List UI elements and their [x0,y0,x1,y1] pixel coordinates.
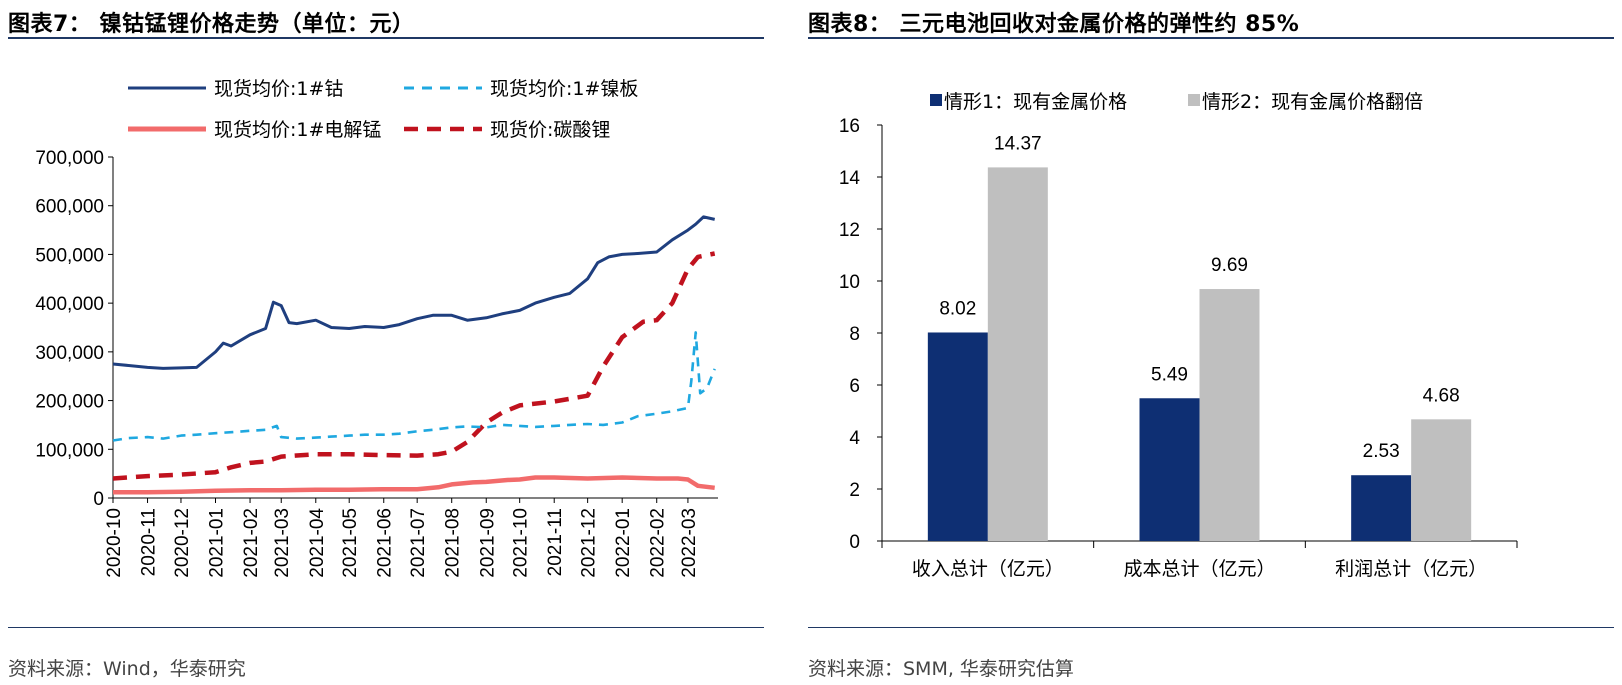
bar-y-tick-label: 16 [839,116,860,137]
left-title-rule [8,37,764,39]
line-y-tick-label: 700,000 [35,148,104,169]
bar-0-1 [1139,398,1200,541]
bar-y-tick-label: 0 [849,532,860,553]
line-x-tick-label: 2021-04 [307,508,328,578]
line-y-tick-label: 400,000 [35,294,104,315]
bar-1-1 [1199,289,1260,541]
series-line-3 [112,251,716,481]
line-x-tick-label: 2021-06 [375,508,396,578]
legend-label-3: 现货价:碳酸锂 [490,119,610,141]
bar-y-tick-label: 6 [849,376,860,397]
right-panel-title: 图表8： 三元电池回收对金属价格的弹性约 85% [808,12,1300,37]
line-x-tick-label: 2021-11 [545,508,566,576]
legend-label-1: 现货均价:1#镍板 [490,78,638,100]
bar-y-tick-label: 2 [849,480,860,501]
line-y-tick-label: 600,000 [35,197,104,218]
bar-legend-swatch-1 [1188,94,1200,106]
line-x-tick-label: 2022-03 [679,508,700,578]
bar-value-label: 8.02 [939,298,976,319]
line-x-tick-label: 2020-11 [139,508,160,576]
recycling-elasticity-bar-chart: 0 2 4 6 8 10 12 14 16 收入总计（亿元） 8.02 14.37 成本总计（亿元） 5.… [839,91,1518,580]
bar-legend-label-1: 情形2：现有金属价格翻倍 [1202,91,1423,113]
bar-category-label: 成本总计（亿元） [1123,558,1275,580]
line-x-tick-label: 2021-01 [207,508,228,578]
line-x-tick-label: 2021-07 [408,508,429,578]
bar-1-2 [1411,419,1472,541]
line-y-tick-label: 0 [93,489,104,510]
line-x-tick-label: 2020-12 [172,508,193,578]
bar-y-tick-label: 14 [839,168,861,189]
line-y-tick-label: 300,000 [35,343,104,364]
series-line-2 [113,475,715,495]
right-source-rule [808,627,1614,628]
right-title-rule [808,37,1614,39]
line-x-tick-label: 2021-05 [340,508,361,578]
price-trend-line-chart: 0 100,000 200,000 300,000 400,000 500,000 600,… [35,78,718,578]
line-x-tick-label: 2021-08 [443,508,464,578]
bar-category-label: 利润总计（亿元） [1335,558,1487,580]
line-x-tick-label: 2021-09 [477,508,498,578]
bar-y-tick-label: 10 [839,272,860,293]
bar-y-tick-label: 8 [849,324,860,345]
bar-value-label: 2.53 [1363,441,1400,462]
line-x-tick-label: 2021-03 [272,508,293,578]
line-x-tick-label: 2021-12 [579,508,600,578]
line-x-tick-label: 2020-10 [104,508,125,578]
line-y-tick-label: 500,000 [35,245,104,266]
line-x-tick-label: 2022-02 [648,508,669,578]
left-source-rule [8,627,764,628]
bar-y-tick-label: 12 [839,220,860,241]
bar-y-tick-label: 4 [849,428,860,449]
line-x-tick-label: 2022-01 [613,508,634,578]
bar-legend-label-0: 情形1：现有金属价格 [944,91,1127,113]
line-x-tick-label: 2021-02 [241,508,262,578]
line-x-tick-label: 2021-10 [511,508,532,578]
left-source-note: 资料来源：Wind，华泰研究 [8,658,246,680]
bar-legend-swatch-0 [930,94,942,106]
bar-value-label: 5.49 [1151,364,1188,385]
bar-category-label: 收入总计（亿元） [912,558,1064,580]
legend-label-0: 现货均价:1#钴 [214,78,343,100]
bar-value-label: 9.69 [1211,255,1248,276]
bar-0-2 [1351,475,1412,541]
bar-value-label: 14.37 [994,133,1042,154]
series-line-1 [112,331,716,442]
line-y-tick-label: 200,000 [35,392,104,413]
bar-value-label: 4.68 [1423,385,1460,406]
series-line-0 [112,215,716,370]
right-source-note: 资料来源：SMM, 华泰研究估算 [808,658,1074,680]
left-panel-title: 图表7： 镍钴锰锂价格走势（单位：元） [8,12,415,37]
legend-label-2: 现货均价:1#电解锰 [214,119,381,141]
bar-0-0 [927,332,988,541]
line-y-tick-label: 100,000 [35,440,104,461]
bar-1-0 [987,167,1048,541]
